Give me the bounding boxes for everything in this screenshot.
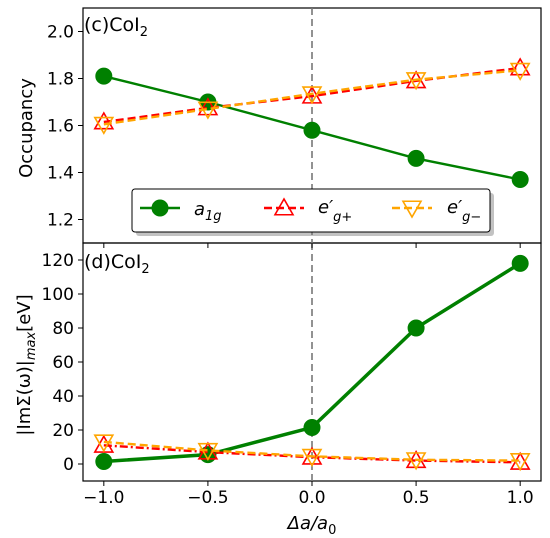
bottom-y-tick-label: 0 bbox=[63, 455, 74, 475]
top-series-1-point bbox=[93, 111, 115, 130]
top-y-tick-label: 1.8 bbox=[47, 70, 74, 90]
bottom-series-2-point bbox=[509, 453, 531, 472]
legend-handle-marker bbox=[401, 200, 423, 219]
top-series-2-point bbox=[405, 72, 427, 91]
bottom-panel-label: (d)CoI2 bbox=[84, 251, 150, 277]
legend-label-eg-plus: e′g+ bbox=[318, 197, 352, 225]
top-series-1-point bbox=[197, 97, 219, 116]
legend-label-eg-minus: e′g− bbox=[447, 197, 481, 225]
bottom-y-axis-label: |ImΣ(ω)|max[eV] bbox=[14, 294, 39, 435]
bottom-series-group bbox=[93, 254, 531, 472]
top-series-2-point bbox=[509, 62, 531, 81]
top-series-group bbox=[93, 57, 531, 189]
bottom-series-0-point bbox=[511, 254, 529, 272]
top-series-0-point bbox=[511, 171, 529, 189]
top-series-2-line bbox=[103, 69, 521, 126]
top-series-0-point bbox=[303, 121, 321, 139]
bottom-series-2-point bbox=[405, 452, 427, 471]
top-y-axis-label: Occupancy bbox=[16, 78, 37, 178]
top-y-tick-label: 1.2 bbox=[47, 211, 74, 231]
top-y-tick-label: 1.6 bbox=[47, 117, 74, 137]
bottom-y-tick-label: 80 bbox=[52, 319, 74, 339]
bottom-y-axis: 0 20 40 60 80 100 120 bbox=[42, 251, 521, 486]
x-tick-label: 0.0 bbox=[298, 488, 325, 508]
x-tick-label: 0.5 bbox=[403, 488, 430, 508]
top-y-tick-label: 1.4 bbox=[47, 164, 74, 184]
x-tick-label: −1.0 bbox=[83, 488, 124, 508]
top-series-2-point bbox=[301, 86, 323, 105]
bottom-series-2-point bbox=[301, 448, 323, 467]
bottom-series-0-point bbox=[303, 418, 321, 436]
bottom-series-2-line bbox=[103, 440, 521, 462]
bottom-series-2-point bbox=[93, 434, 115, 453]
top-panel-label: (c)CoI2 bbox=[84, 14, 148, 40]
bottom-series-0-point bbox=[407, 319, 425, 337]
x-tick-label: −0.5 bbox=[187, 488, 228, 508]
bottom-series-2-point bbox=[197, 442, 219, 462]
bottom-y-tick-label: 40 bbox=[52, 387, 74, 407]
top-series-2-point bbox=[197, 101, 219, 120]
legend: a1g e′g+ e′g− bbox=[131, 188, 494, 236]
x-axis-label: Δa/a0 bbox=[286, 513, 337, 538]
top-series-0-point bbox=[95, 67, 113, 85]
legend-items bbox=[140, 197, 432, 219]
top-series-1-point bbox=[509, 57, 531, 76]
top-series-2-point bbox=[93, 116, 115, 135]
legend-handle-marker bbox=[273, 197, 295, 216]
top-y-tick-label: 2.0 bbox=[47, 23, 74, 43]
legend-box bbox=[131, 188, 491, 233]
bottom-y-tick-label: 100 bbox=[42, 285, 74, 305]
legend-label-a1g: a1g bbox=[194, 199, 222, 224]
legend-handle-marker bbox=[151, 199, 169, 217]
top-series-0-point bbox=[407, 149, 425, 167]
top-y-axis: 1.2 1.4 1.6 1.8 2.0 bbox=[47, 23, 521, 248]
bottom-y-tick-label: 120 bbox=[42, 251, 74, 271]
x-tick-label: 1.0 bbox=[507, 488, 534, 508]
bottom-series-0-point bbox=[95, 452, 113, 470]
bottom-y-tick-label: 60 bbox=[52, 353, 74, 373]
x-axis: −1.0 −0.5 0.0 0.5 1.0 bbox=[83, 488, 534, 508]
bottom-y-tick-label: 20 bbox=[52, 421, 74, 441]
